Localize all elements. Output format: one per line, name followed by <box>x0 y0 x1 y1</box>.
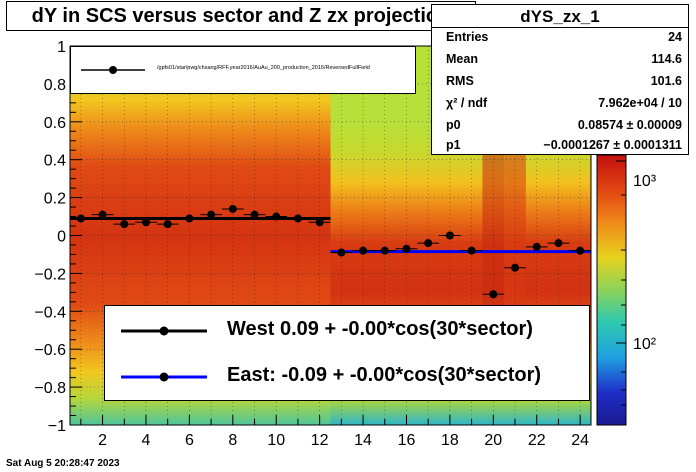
stats-value: −0.0001267 ± 0.0001311 <box>543 138 682 152</box>
x-tick-label: 22 <box>528 432 546 449</box>
x-tick-label: 2 <box>98 432 107 449</box>
stats-value: 24 <box>668 30 682 44</box>
x-tick-label: 6 <box>185 432 194 449</box>
data-point-west <box>287 214 309 223</box>
y-tick-label: −0.2 <box>34 266 66 283</box>
x-tick-label: 24 <box>571 432 589 449</box>
x-tick-label: 8 <box>228 432 237 449</box>
data-point-east <box>352 246 374 255</box>
data-point-west <box>135 218 157 227</box>
stats-histogram-name: dYS_zx_1 <box>432 7 688 28</box>
stats-row: p1 −0.0001267 ± 0.0001311 <box>432 135 688 156</box>
stats-label: p1 <box>446 138 461 152</box>
y-tick-label: 0 <box>57 229 66 246</box>
data-point-west <box>178 214 201 223</box>
stats-row: χ² / ndf 7.962e+04 / 10 <box>432 93 688 114</box>
axes: 2 4 6 8 10 12 14 16 18 20 22 24−1−0.8−0.6−0.4−0.200… <box>34 39 592 449</box>
data-point-east <box>330 248 353 257</box>
data-point-west <box>156 220 179 229</box>
y-tick-label: −0.4 <box>34 304 66 321</box>
x-tick-label: 14 <box>354 432 372 449</box>
data-point-west <box>200 210 222 219</box>
y-tick-label: 0.6 <box>44 115 66 132</box>
title-box: dY in SCS versus sector and Z zx project… <box>6 1 476 31</box>
y-tick-label: −0.8 <box>34 380 66 397</box>
stats-row: Mean 114.6 <box>432 49 688 70</box>
chart-title: dY in SCS versus sector and Z zx project… <box>31 5 451 27</box>
data-point-east <box>460 246 483 255</box>
data-point-east <box>395 244 418 253</box>
legend-west-fit: West 0.09 + -0.00*cos(30*sector) <box>227 318 533 340</box>
legend-east-fit: East: -0.09 + -0.00*cos(30*sector) <box>227 364 542 386</box>
x-tick-label: 4 <box>142 432 151 449</box>
legend-line-icons <box>121 326 207 382</box>
stats-row: Entries 24 <box>432 27 688 48</box>
x-tick-label: 20 <box>484 432 502 449</box>
y-tick-label: −1 <box>48 418 66 435</box>
data-point-east <box>547 239 570 248</box>
stats-value: 0.08574 ± 0.00009 <box>577 118 682 132</box>
stats-label: χ² / ndf <box>446 96 488 110</box>
color-scale-gradient <box>596 154 627 426</box>
x-tick-label: 10 <box>267 432 285 449</box>
y-tick-label: 0.4 <box>44 153 66 170</box>
stats-label: RMS <box>446 74 474 88</box>
color-scale-label: 10³ <box>633 173 657 190</box>
y-tick-label: −0.6 <box>34 342 66 359</box>
data-point-east <box>417 239 440 248</box>
x-tick-label: 18 <box>441 432 459 449</box>
data-point-west <box>91 210 114 219</box>
data-point-west <box>70 214 92 223</box>
file-path-label: /gpfs01/star/pwg/chsang/RFF.year2016/AuA… <box>157 65 370 71</box>
data-point-west <box>265 212 288 221</box>
fit-legend: West 0.09 + -0.00*cos(30*sector) East: -… <box>104 305 590 401</box>
color-scale-label: 10² <box>633 336 657 353</box>
stats-row: RMS 101.6 <box>432 71 688 92</box>
data-points <box>70 204 591 299</box>
x-tick-label: 12 <box>311 432 329 449</box>
y-tick-label: 1 <box>57 39 66 56</box>
stats-value: 114.6 <box>651 52 682 66</box>
data-point-east <box>439 231 461 240</box>
stats-value: 101.6 <box>650 74 682 88</box>
data-point-east <box>504 263 526 272</box>
y-tick-label: 0.8 <box>44 77 66 94</box>
timestamp-footer: Sat Aug 5 20:28:47 2023 <box>6 458 120 469</box>
data-point-west <box>113 220 136 229</box>
data-point-west <box>221 204 244 213</box>
data-point-east <box>482 290 505 299</box>
legend-marker-icon <box>81 66 145 74</box>
data-point-west <box>308 218 331 227</box>
stats-box: dYS_zx_1 Entries 24 Mean 114.6 RMS 101.6… <box>431 4 689 155</box>
file-legend: /gpfs01/star/pwg/chsang/RFF.year2016/AuA… <box>70 46 416 94</box>
stats-label: p0 <box>446 118 461 132</box>
data-point-west <box>243 210 266 219</box>
data-point-east <box>569 246 591 255</box>
stats-label: Mean <box>446 52 478 66</box>
x-tick-label: 16 <box>398 432 416 449</box>
stats-value: 7.962e+04 / 10 <box>598 96 682 110</box>
heatmap-column-band <box>504 131 526 350</box>
data-point-east <box>525 242 548 251</box>
stats-row: p0 0.08574 ± 0.00009 <box>432 115 688 136</box>
data-point-east <box>373 246 396 255</box>
color-scale-bar: 10² 10³ <box>596 154 657 426</box>
y-tick-label: 0.2 <box>44 191 66 208</box>
stats-label: Entries <box>446 30 489 44</box>
